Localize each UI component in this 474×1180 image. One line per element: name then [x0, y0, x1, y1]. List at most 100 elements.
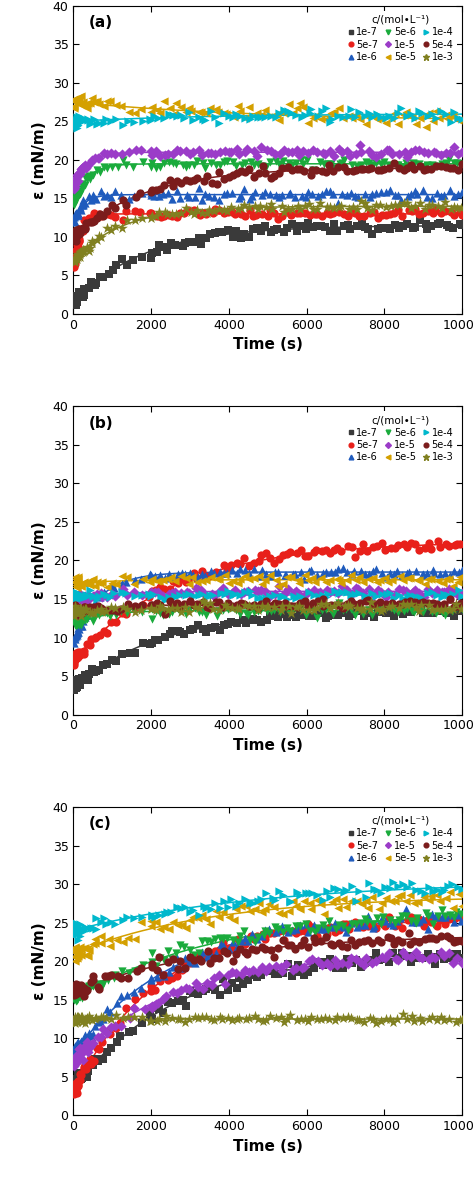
Point [338, 153, 346, 172]
Point [372, 595, 379, 614]
Point [446, 158, 454, 177]
Point [216, 563, 224, 582]
Point [404, 569, 412, 588]
Point [78, 286, 86, 304]
Point [86, 212, 93, 231]
Point [205, 201, 213, 219]
Point [70, 212, 78, 231]
Point [302, 914, 310, 933]
Point [334, 594, 341, 612]
Point [249, 609, 257, 628]
Point [319, 162, 326, 181]
Point [309, 884, 316, 903]
Point [72, 991, 80, 1010]
Point [357, 599, 365, 618]
Point [254, 927, 261, 946]
Point [390, 935, 398, 953]
Point [72, 249, 80, 268]
Point [453, 949, 461, 968]
Point [310, 916, 318, 935]
Point [164, 971, 172, 990]
Point [383, 598, 391, 617]
Point [140, 569, 147, 588]
Point [362, 106, 370, 125]
Point [456, 1010, 464, 1029]
Point [241, 153, 248, 172]
Point [432, 955, 439, 974]
Point [216, 985, 224, 1004]
Point [449, 953, 457, 972]
Point [310, 929, 318, 948]
Point [78, 160, 85, 179]
Point [193, 595, 201, 614]
Point [452, 903, 459, 922]
Point [249, 206, 257, 225]
Point [378, 205, 385, 224]
Point [450, 138, 457, 157]
Point [97, 163, 104, 182]
Point [117, 1014, 124, 1032]
Point [241, 566, 249, 585]
Point [75, 978, 82, 997]
Point [356, 583, 363, 602]
Point [90, 608, 98, 627]
Point [336, 203, 343, 222]
Point [400, 581, 407, 599]
Point [353, 217, 361, 236]
Point [348, 953, 356, 972]
Point [332, 890, 339, 909]
Point [309, 594, 317, 612]
Point [84, 211, 91, 230]
Point [119, 598, 127, 617]
Point [275, 919, 283, 938]
Point [82, 918, 90, 937]
Point [248, 939, 256, 958]
Point [85, 603, 92, 622]
Point [424, 907, 432, 926]
Point [433, 156, 441, 175]
Point [347, 591, 355, 610]
Point [323, 563, 330, 582]
Point [258, 926, 265, 945]
Point [199, 565, 206, 584]
Point [334, 584, 342, 603]
Point [254, 598, 262, 617]
Point [346, 219, 354, 238]
Point [148, 206, 156, 225]
Point [365, 104, 373, 123]
Point [73, 990, 81, 1009]
Point [275, 881, 283, 900]
Point [72, 572, 80, 591]
Point [248, 925, 255, 944]
Point [73, 978, 81, 997]
Point [166, 625, 173, 644]
Point [107, 607, 114, 625]
Point [279, 596, 286, 615]
Point [453, 907, 460, 926]
Point [72, 589, 80, 608]
Point [428, 948, 436, 966]
Point [198, 1008, 205, 1027]
Point [174, 991, 182, 1010]
Point [408, 948, 415, 966]
Point [365, 579, 373, 598]
Point [185, 575, 192, 594]
Point [228, 583, 236, 602]
Point [352, 605, 359, 624]
Point [101, 966, 109, 985]
Point [293, 98, 301, 117]
Point [293, 883, 301, 902]
Point [82, 219, 89, 238]
Point [147, 977, 155, 996]
Point [368, 583, 376, 602]
Point [185, 188, 193, 206]
Point [386, 219, 394, 238]
Point [192, 579, 200, 598]
Point [450, 206, 457, 225]
Point [458, 586, 466, 605]
Point [83, 981, 91, 999]
Point [72, 586, 80, 605]
Point [73, 623, 81, 642]
Point [262, 571, 269, 590]
Point [241, 109, 249, 127]
